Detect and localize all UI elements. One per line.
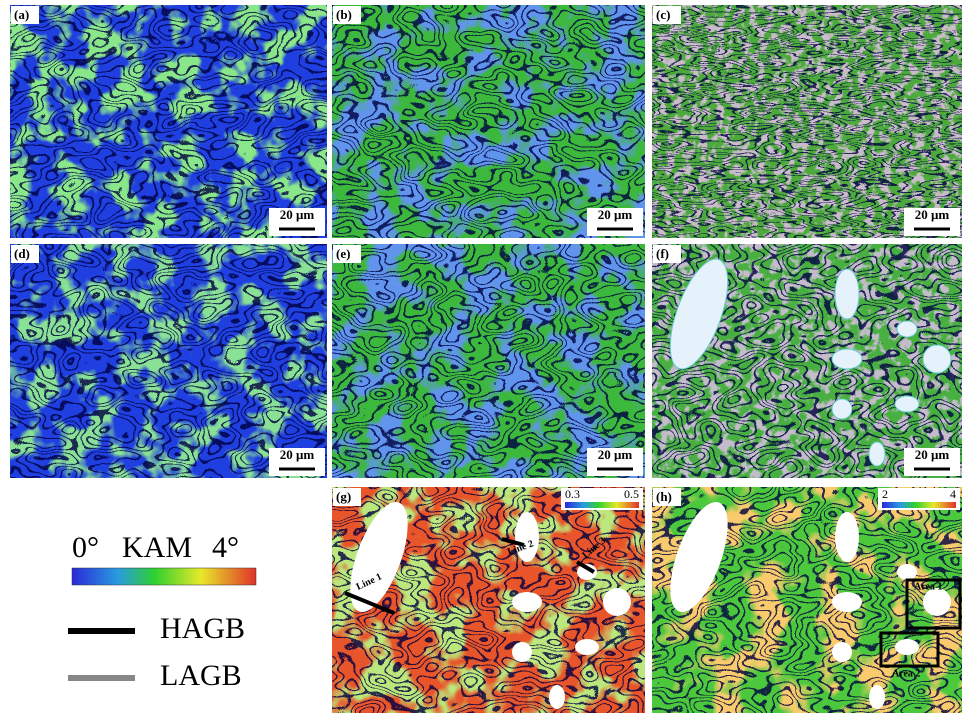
particle [512,592,542,612]
particle [832,592,862,612]
particle [512,642,532,662]
panel: (b) 20 μm [332,5,645,238]
grain-boundaries [10,244,327,478]
scale-bar-label: 20 μm [598,207,633,222]
particle [835,269,859,319]
particle [603,588,631,616]
grain-boundaries [10,5,327,238]
hagb-label: HAGB [160,612,245,645]
colorbar [882,502,956,508]
lagb-label: LAGB [160,659,242,692]
colorbar-max: 4 [950,487,956,501]
legend: 0° KAM 4° HAGB LAGB [68,531,256,692]
panel-label: (a) [14,7,29,22]
annotation: Area 1 [914,581,942,592]
kam-min: 0° [72,531,99,564]
particle [897,564,917,580]
panel-label: (h) [656,489,672,504]
scale-bar-label: 20 μm [280,207,315,222]
scale-bar-label: 20 μm [915,207,950,222]
particle [832,642,852,662]
particle [869,442,885,466]
kam-colorbar [72,568,256,585]
panel: (h) 2 4 Area 1 Area 2 [652,487,962,713]
colorbar [565,502,639,508]
figure: 0° KAM 4° HAGB LAGB (a) 20 μm (b) 20 μm (c) 2… [0,0,964,718]
scale-bar-label: 20 μm [280,447,315,462]
panel: (d) 20 μm [10,244,327,478]
grain-boundaries [332,5,645,238]
panel: (e) 20 μm [332,244,645,478]
panel: (c) 20 μm [652,5,962,238]
grain-boundaries [332,244,645,478]
particle [869,685,885,709]
annotation: Area 2 [892,668,920,679]
particle [549,685,565,709]
particle [832,399,852,419]
colorbar-min: 2 [882,487,888,501]
panel-label: (d) [14,246,30,261]
grain-boundaries [652,5,962,238]
panel-label: (f) [656,246,669,261]
panel-label: (c) [656,7,670,22]
panel-label: (e) [336,246,350,261]
scale-bar-label: 20 μm [598,447,633,462]
panel-label: (b) [336,7,352,22]
panel: (a) 20 μm [10,5,327,238]
particle [897,321,917,337]
kam-title: KAM [122,531,192,564]
particle [895,396,919,412]
panel: (f) 20 μm [652,244,962,478]
scale-bar-label: 20 μm [915,447,950,462]
particle [895,639,919,655]
colorbar-min: 0.3 [565,487,580,501]
panel-label: (g) [336,489,351,504]
particle [832,349,862,369]
particle [575,639,599,655]
kam-max: 4° [212,531,239,564]
particle [923,345,951,373]
colorbar-max: 0.5 [624,487,639,501]
particle [835,512,859,562]
